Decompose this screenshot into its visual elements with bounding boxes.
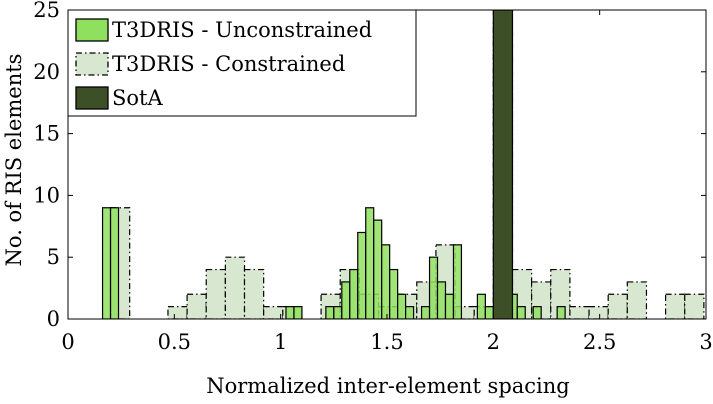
bar-series0-14	[405, 306, 415, 319]
bar-series0-6	[341, 281, 351, 319]
bar-series2-0	[492, 10, 514, 319]
bar-series0-5	[333, 306, 343, 319]
x-tick-label-4: 2	[487, 330, 500, 354]
x-tick-label-3: 1.5	[370, 330, 403, 354]
bar-series1-29	[664, 293, 686, 319]
legend-swatch-0	[75, 18, 109, 42]
bar-series0-19	[452, 244, 463, 319]
bar-series0-20	[476, 293, 486, 319]
bar-series1-25	[588, 306, 609, 319]
bar-series0-9	[365, 207, 375, 319]
legend-label-0: T3DRIS - Unconstrained	[112, 18, 372, 42]
bar-series0-4	[325, 306, 335, 319]
bar-series0-10	[373, 219, 383, 319]
legend-label-1: T3DRIS - Constrained	[112, 52, 345, 76]
legend-box	[67, 9, 417, 117]
bar-series1-24	[569, 306, 590, 319]
bar-series0-24	[532, 306, 542, 319]
bar-series0-15	[420, 306, 431, 319]
legend-label-2: SotA	[112, 86, 163, 110]
bar-series1-27	[626, 281, 648, 319]
legend: T3DRIS - Unconstrained T3DRIS - Constrain…	[67, 9, 417, 117]
y-tick-label-0: 0	[47, 307, 60, 331]
bar-series1-3	[167, 306, 188, 319]
axis-ticks: 0 0.5 1 1.5 2 2.5 3 0 5 10 15 20 25	[33, 0, 712, 354]
bar-series1-8	[263, 306, 284, 319]
y-axis-label: No. of RIS elements	[2, 54, 26, 267]
bar-series0-21	[484, 306, 494, 319]
bar-series1-6	[224, 256, 246, 319]
x-tick-label-2: 1	[274, 330, 287, 354]
bar-series1-26	[607, 293, 628, 319]
x-tick-label-6: 3	[699, 330, 712, 354]
x-tick-label-5: 2.5	[583, 330, 616, 354]
bar-series0-12	[389, 268, 399, 319]
legend-swatch-1	[75, 52, 109, 76]
bar-series0-25	[556, 306, 566, 319]
series-2	[492, 10, 514, 319]
bar-series0-13	[397, 293, 407, 319]
bar-series0-0	[101, 207, 112, 319]
bar-series1-5	[205, 268, 226, 319]
bar-series0-3	[293, 306, 303, 319]
x-axis-label: Normalized inter-element spacing	[206, 374, 570, 398]
y-tick-label-4: 20	[33, 60, 60, 84]
x-tick-label-0: 0	[61, 330, 74, 354]
bar-series0-11	[381, 244, 391, 319]
bar-series0-18	[444, 293, 455, 319]
bar-series0-1	[109, 207, 120, 319]
y-tick-label-5: 25	[33, 0, 60, 22]
bar-series0-16	[428, 256, 439, 319]
bar-series1-4	[186, 293, 207, 319]
y-tick-label-3: 15	[33, 122, 60, 146]
bar-series0-8	[357, 231, 367, 319]
x-tick-label-1: 0.5	[158, 330, 191, 354]
bars-layer	[101, 10, 705, 319]
bar-series0-23	[516, 306, 526, 319]
bar-series1-30	[684, 293, 705, 319]
y-tick-label-1: 5	[47, 245, 60, 269]
bar-series0-7	[349, 268, 359, 319]
series-0	[101, 207, 566, 319]
bar-series0-17	[436, 281, 447, 319]
legend-swatch-2	[75, 86, 109, 110]
bar-series1-7	[243, 268, 265, 319]
y-tick-label-2: 10	[33, 183, 60, 207]
bar-series0-2	[285, 306, 295, 319]
